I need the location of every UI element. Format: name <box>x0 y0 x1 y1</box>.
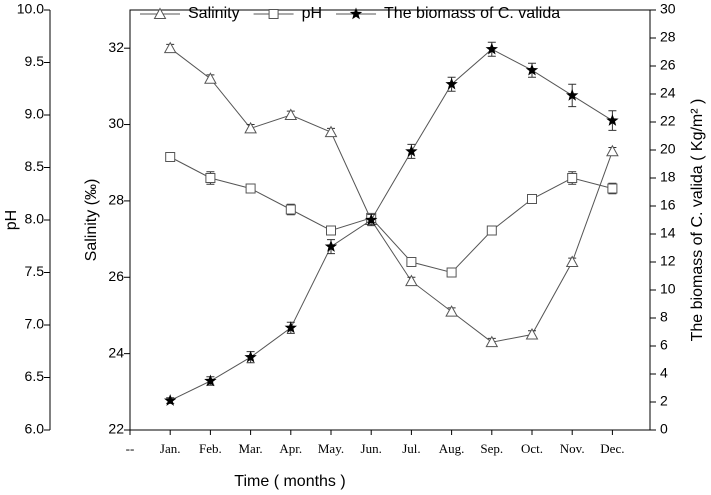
y2ticks-label: 10 <box>660 281 676 297</box>
square-marker <box>527 194 537 204</box>
yticks-label: 32 <box>108 39 124 55</box>
star-marker <box>525 63 539 76</box>
x-tick-label: Dec. <box>600 441 624 456</box>
star-marker <box>204 374 217 387</box>
yticks-label: 30 <box>108 115 124 131</box>
x-tick-label: May. <box>318 441 344 456</box>
yticks-label: 28 <box>108 192 124 208</box>
ph-axis-title: pH <box>3 210 20 230</box>
x-tick-label: Mar. <box>238 441 262 456</box>
square-marker <box>607 183 618 194</box>
x-tick-label: Jul. <box>402 441 420 456</box>
triangle-marker <box>485 335 499 348</box>
x-tick-label: Jan. <box>160 441 181 456</box>
y2ticks-label: 12 <box>660 253 676 269</box>
x-tick-label: Oct. <box>521 441 543 456</box>
y2ticks-label: 18 <box>660 169 676 185</box>
square-marker <box>486 225 497 236</box>
square-marker <box>165 152 176 162</box>
legend-label: pH <box>302 5 322 22</box>
series-line <box>169 48 613 402</box>
y3ticks-label: 7.0 <box>25 316 45 332</box>
square-marker <box>326 225 336 236</box>
triangle-marker <box>163 41 177 54</box>
y2ticks-label: 30 <box>660 1 676 17</box>
star-marker <box>365 213 378 226</box>
yticks-label: 22 <box>108 421 124 437</box>
y3ticks-label: 6.5 <box>25 368 45 384</box>
star-marker <box>566 88 579 101</box>
y2ticks-label: 24 <box>660 85 676 101</box>
y3ticks-label: 8.5 <box>25 158 45 174</box>
triangle-marker <box>153 7 167 19</box>
y2-axis-title: The biomass of C. valida ( Kg/m² ) <box>689 99 706 342</box>
triangle-marker <box>525 328 539 340</box>
star-marker <box>324 240 338 252</box>
triangle-marker <box>324 125 338 138</box>
square-marker <box>406 257 417 267</box>
y3ticks-label: 9.5 <box>25 53 45 69</box>
star-marker <box>405 144 418 157</box>
y2ticks-label: 28 <box>660 29 676 45</box>
x-tick-label: Nov. <box>560 441 585 456</box>
series-line <box>169 47 613 343</box>
star-marker <box>606 114 619 126</box>
triangle-marker <box>405 274 418 287</box>
y2ticks-label: 6 <box>660 337 668 353</box>
star-marker <box>349 7 363 20</box>
star-marker <box>445 77 458 90</box>
x-tick-label: Jun. <box>361 441 382 456</box>
square-marker <box>245 183 256 194</box>
star-marker <box>284 321 297 334</box>
y3ticks-label: 7.5 <box>25 263 45 279</box>
triangle-marker <box>565 255 579 267</box>
yticks-label: 24 <box>108 344 124 360</box>
y3ticks-label: 6.0 <box>25 421 45 437</box>
y-axis-title: Salinity (‰) <box>83 179 100 262</box>
square-marker <box>205 173 216 183</box>
yticks-label: 26 <box>108 268 124 284</box>
star-marker <box>485 42 498 55</box>
x-tick-label: Feb. <box>199 441 222 456</box>
y2ticks-label: 26 <box>660 57 676 73</box>
x-tick-label: Apr. <box>279 441 302 456</box>
triangle-marker <box>244 121 257 134</box>
y2ticks-label: 14 <box>660 225 676 241</box>
square-marker <box>268 9 279 19</box>
y2ticks-label: 22 <box>660 113 676 129</box>
star-marker <box>244 350 257 363</box>
star-marker <box>164 394 177 406</box>
y2ticks-label: 8 <box>660 309 668 325</box>
y3ticks-label: 10.0 <box>17 1 44 17</box>
triangle-marker <box>284 108 298 120</box>
plot-frame <box>129 9 651 431</box>
y2ticks-label: 4 <box>660 365 668 381</box>
legend-label: Salinity <box>188 5 240 22</box>
triangle-marker <box>606 144 619 157</box>
x-tick-label: Aug. <box>439 441 465 456</box>
square-marker <box>285 204 296 215</box>
y3ticks-label: 9.0 <box>25 106 45 122</box>
x-axis-title: Time ( months ) <box>234 473 345 490</box>
series-line <box>169 156 613 274</box>
legend-label: The biomass of C. valida <box>384 5 560 22</box>
y2ticks-label: 0 <box>660 421 668 437</box>
triangle-marker <box>445 305 458 317</box>
y2ticks-label: 2 <box>660 393 668 409</box>
x-tick-label: Sep. <box>480 441 503 456</box>
y3ticks-label: 8.0 <box>25 211 45 227</box>
y2ticks-label: 16 <box>660 197 676 213</box>
x-tick-label: -- <box>126 441 135 456</box>
triangle-marker <box>204 72 217 84</box>
square-marker <box>567 173 578 183</box>
square-marker <box>446 267 457 278</box>
y2ticks-label: 20 <box>660 141 676 157</box>
